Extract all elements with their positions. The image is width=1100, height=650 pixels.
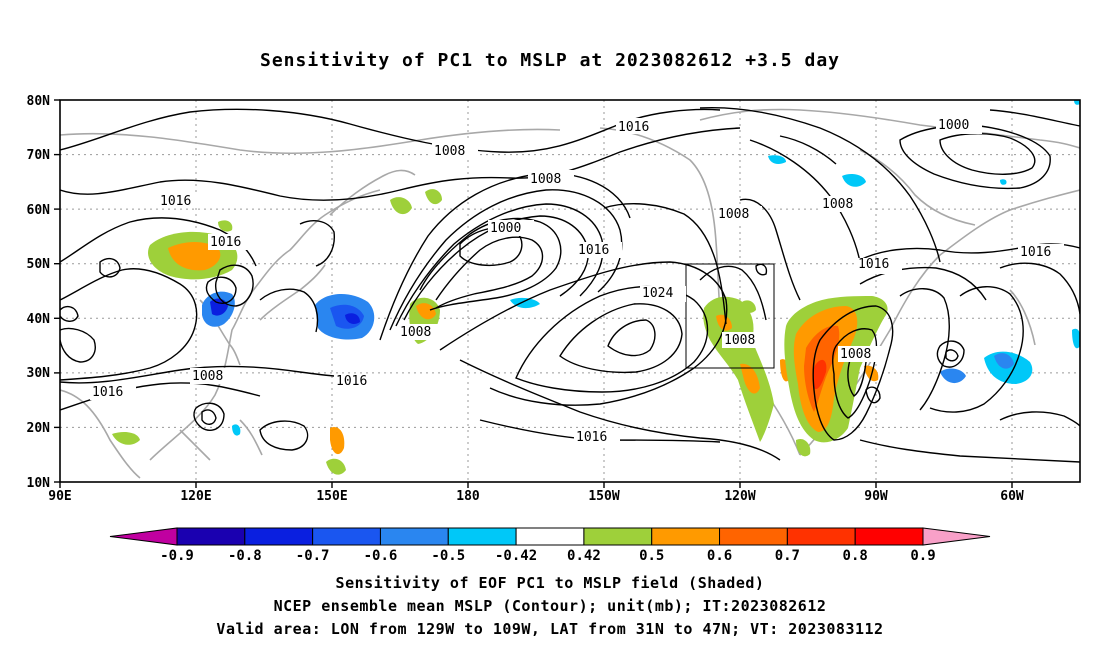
contour-label: 1008 xyxy=(192,369,223,384)
x-tick-label: 120W xyxy=(724,489,755,504)
y-tick-label: 20N xyxy=(27,421,51,436)
colorbar-box xyxy=(447,527,517,546)
contour-label: 1000 xyxy=(938,118,969,133)
y-tick-label: 30N xyxy=(27,366,51,381)
x-tick-label: 180 xyxy=(456,489,480,504)
colorbar-label: 0.8 xyxy=(843,548,868,564)
colorbar-arrow-low xyxy=(109,527,178,546)
colorbar-box xyxy=(583,527,653,546)
contour-label: 1016 xyxy=(1020,245,1051,260)
y-tick-label: 60N xyxy=(27,203,51,218)
contour-label: 1016 xyxy=(210,235,241,250)
colorbar-label: 0.9 xyxy=(910,548,935,564)
colorbar-label: -0.6 xyxy=(364,548,398,564)
x-tick-label: 120E xyxy=(180,489,211,504)
x-tick-label: 90E xyxy=(48,489,71,504)
longitude-labels: 90E 120E 150E 180 150W 120W 90W 60W xyxy=(48,489,1024,504)
colorbar-box xyxy=(854,527,924,546)
latitude-labels: 80N 70N 60N 50N 40N 30N 20N 10N xyxy=(27,94,51,491)
contour-label: 1008 xyxy=(434,144,465,159)
colorbar-label: 0.7 xyxy=(775,548,800,564)
colorbar xyxy=(109,527,991,546)
contour-label: 1008 xyxy=(718,207,749,222)
map-area xyxy=(60,100,1080,482)
contour-label: 1016 xyxy=(160,194,191,209)
contour-label-group: 1016 1008 1016 1008 1016 1000 1008 1008 … xyxy=(90,118,1064,446)
y-tick-label: 10N xyxy=(27,476,51,491)
colorbar-box xyxy=(651,527,721,546)
y-tick-label: 50N xyxy=(27,257,51,272)
contour-label: 1008 xyxy=(724,333,755,348)
contour-label: 1008 xyxy=(822,197,853,212)
tick-marks xyxy=(54,99,1013,488)
y-tick-label: 40N xyxy=(27,312,51,327)
contour-label: 1016 xyxy=(578,243,609,258)
y-tick-label: 70N xyxy=(27,148,51,163)
colorbar-box xyxy=(176,527,246,546)
caption-valid-area: Valid area: LON from 129W to 109W, LAT f… xyxy=(216,620,884,638)
contour-label: 1024 xyxy=(642,286,673,301)
colorbar-label: 0.6 xyxy=(707,548,732,564)
colorbar-box xyxy=(515,527,585,546)
contour-label: 1000 xyxy=(490,221,521,236)
contour-label: 1016 xyxy=(858,257,889,272)
map-title: Sensitivity of PC1 to MSLP at 2023082612… xyxy=(259,50,840,71)
contour-label: 1008 xyxy=(530,172,561,187)
contour-label: 1016 xyxy=(576,430,607,445)
colorbar-label: -0.7 xyxy=(296,548,330,564)
map-frame xyxy=(59,99,1081,483)
x-tick-label: 150W xyxy=(588,489,619,504)
contour-label: 1008 xyxy=(840,347,871,362)
contour-label: 1008 xyxy=(400,325,431,340)
colorbar-box xyxy=(379,527,449,546)
colorbar-label: -0.42 xyxy=(495,548,537,564)
contour-label: 1016 xyxy=(618,120,649,135)
colorbar-label: -0.9 xyxy=(160,548,194,564)
colorbar-labels: -0.9 -0.8 -0.7 -0.6 -0.5 -0.42 0.42 0.5 0.6 0.7 0.… xyxy=(160,548,936,564)
caption-contour: NCEP ensemble mean MSLP (Contour); unit(… xyxy=(273,597,827,615)
y-tick-label: 80N xyxy=(27,94,51,109)
pressure-contours xyxy=(60,107,1080,463)
colorbar-label: 0.5 xyxy=(639,548,664,564)
x-tick-label: 90W xyxy=(864,489,888,504)
contour-label: 1016 xyxy=(336,374,367,389)
colorbar-box xyxy=(312,527,381,546)
caption-shading: Sensitivity of EOF PC1 to MSLP field (Sh… xyxy=(335,574,765,592)
contour-label: 1016 xyxy=(92,385,123,400)
x-tick-label: 150E xyxy=(316,489,347,504)
colorbar-label: -0.8 xyxy=(228,548,262,564)
colorbar-box xyxy=(786,527,856,546)
colorbar-arrow-high xyxy=(922,527,991,546)
colorbar-box xyxy=(244,527,314,546)
colorbar-label: 0.42 xyxy=(567,548,601,564)
x-tick-label: 60W xyxy=(1000,489,1024,504)
colorbar-label: -0.5 xyxy=(431,548,465,564)
colorbar-box xyxy=(719,527,788,546)
valid-area-box xyxy=(685,263,775,369)
